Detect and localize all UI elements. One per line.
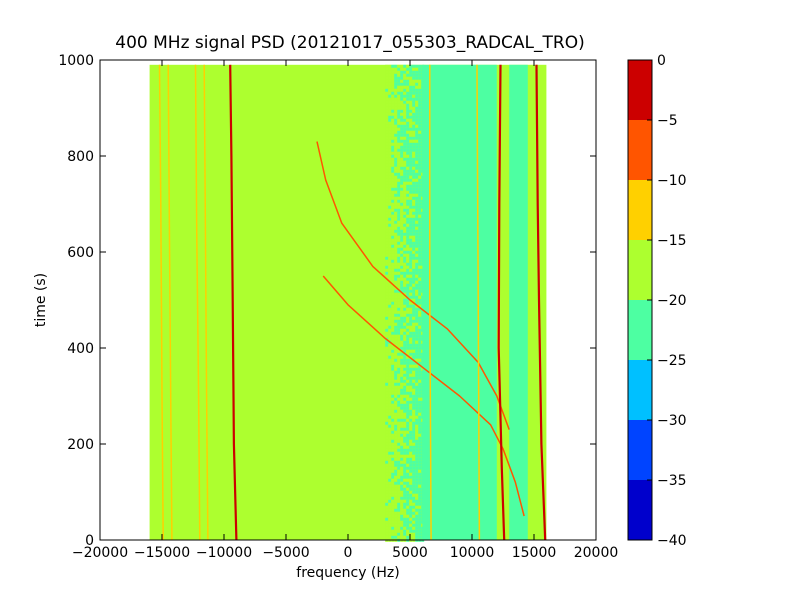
signal-trace-7 [497,64,506,541]
heatmap-region-2 [509,64,528,541]
chart-title: 400 MHz signal PSD (20121017_055303_RADC… [115,33,584,53]
signal-trace-4 [229,64,238,541]
colorbar-band [628,180,652,240]
signal-trace-5 [316,141,510,430]
signal-trace-8 [535,64,547,541]
x-tick-label: −10000 [196,545,252,561]
y-tick-label: 1000 [58,53,94,69]
colorbar-tick-label: −35 [657,473,687,489]
y-tick-label: 0 [85,533,94,549]
colorbar-tick-label: 0 [657,53,666,69]
signal-trace-2 [194,64,201,541]
colorbar-band [628,120,652,180]
x-tick-label: 10000 [450,545,495,561]
x-tick-label: 15000 [512,545,557,561]
x-tick-label: 5000 [392,545,428,561]
y-tick-label: 600 [67,245,94,261]
x-tick-label: −5000 [262,545,309,561]
x-tick-label: 20000 [574,545,619,561]
y-tick-label: 400 [67,341,94,357]
y-tick-label: 800 [67,149,94,165]
x-tick-label: −20000 [72,545,128,561]
y-axis-label: time (s) [33,273,49,327]
colorbar-band [628,240,652,300]
y-tick-label: 200 [67,437,94,453]
colorbar-tick-label: −10 [657,173,687,189]
signal-trace-3 [203,64,209,541]
x-tick-label: −15000 [134,545,190,561]
signal-trace-0 [158,64,164,541]
colorbar-band [628,60,652,120]
colorbar-tick-label: −20 [657,293,687,309]
heatmap-region-0 [385,64,425,542]
colorbar-tick-label: −40 [657,533,687,549]
colorbar-tick-label: −30 [657,413,687,429]
signal-trace-1 [167,64,173,541]
signal-trace-6 [322,275,525,517]
x-axis-label: frequency (Hz) [296,565,399,581]
signal-trace-10 [476,64,481,541]
colorbar-band [628,420,652,480]
colorbar-tick-label: −5 [657,113,678,129]
signal-trace-9 [429,64,432,541]
heatmap-region-1 [422,64,497,541]
colorbar-band [628,360,652,420]
colorbar-band [628,480,652,540]
colorbar-tick-label: −25 [657,353,687,369]
colorbar-tick-label: −15 [657,233,687,249]
colorbar-band [628,300,652,360]
x-tick-label: 0 [344,545,353,561]
